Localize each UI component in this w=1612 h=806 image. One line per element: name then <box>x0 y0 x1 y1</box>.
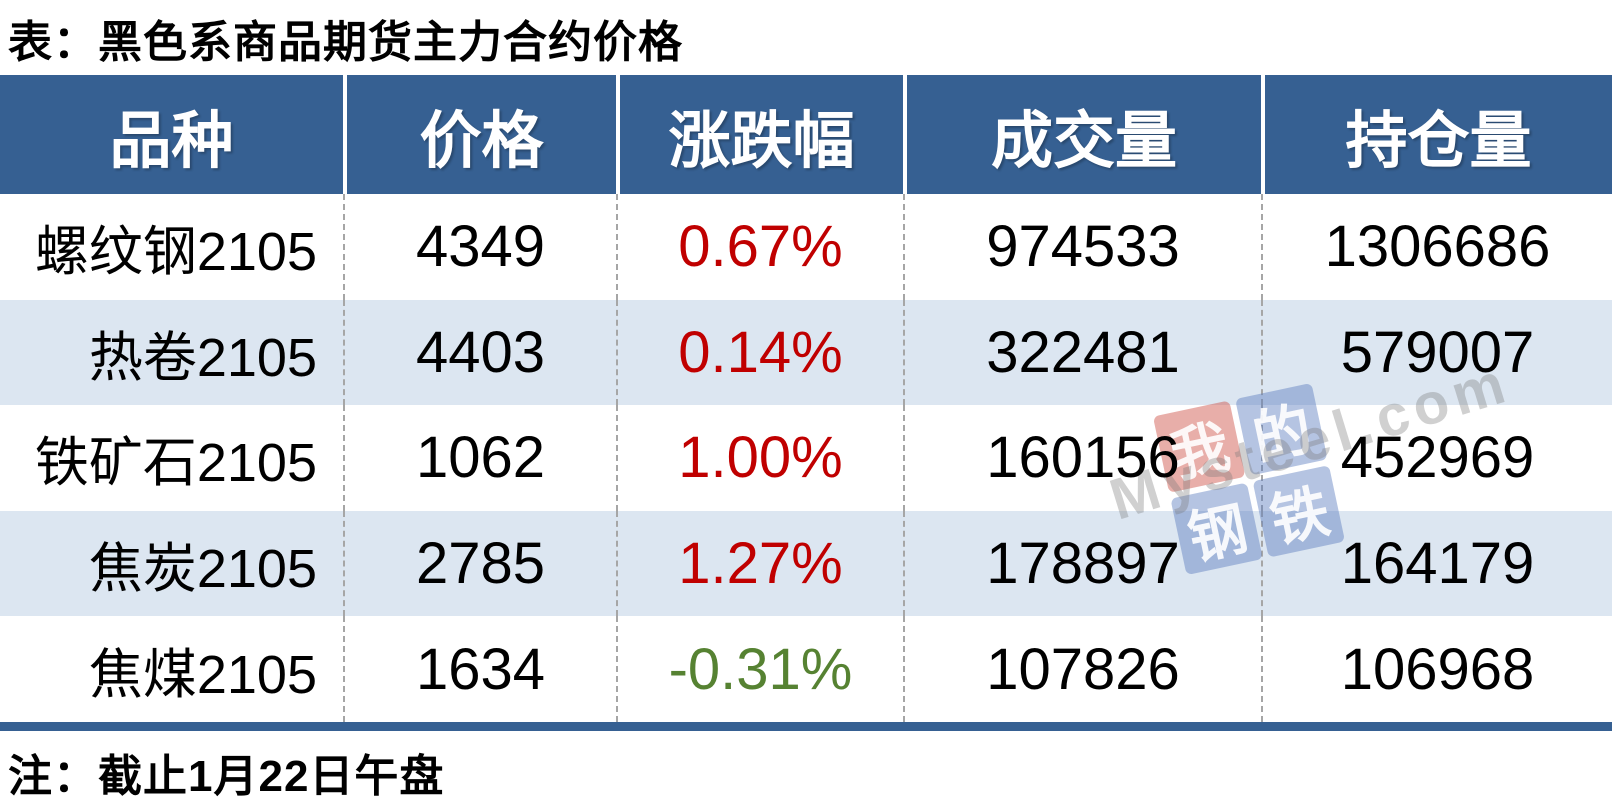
column-header-variety: 品种 <box>109 107 234 176</box>
variety-cell: 铁矿石2105 <box>34 433 317 494</box>
column-header-volume: 成交量 <box>903 75 1261 194</box>
footnote: 注：截止1月22日午盘 <box>8 752 445 801</box>
change-cell: 0.14% <box>616 299 903 406</box>
open-interest-cell: 1306686 <box>1261 194 1612 300</box>
futures-table: 品种 价格 涨跌幅 成交量 持仓量 螺纹钢2105 4349 0.67% 974… <box>0 75 1612 722</box>
change-cell: -0.31% <box>616 616 903 722</box>
column-header-price: 价格 <box>343 75 616 194</box>
table-row: 铁矿石2105 1062 1.00% 160156 452969 <box>0 405 1612 511</box>
table-header-row: 品种 价格 涨跌幅 成交量 持仓量 <box>0 75 1612 194</box>
price-cell: 4349 <box>343 194 616 300</box>
open-interest-cell: 164179 <box>1261 510 1612 617</box>
price-cell: 1062 <box>343 405 616 511</box>
price-cell: 1634 <box>343 616 616 722</box>
volume-cell: 974533 <box>903 194 1261 300</box>
table-row: 焦煤2105 1634 -0.31% 107826 106968 <box>0 616 1612 722</box>
variety-cell: 热卷2105 <box>88 327 317 388</box>
change-cell: 1.00% <box>616 405 903 511</box>
variety-cell: 螺纹钢2105 <box>34 222 317 283</box>
page-title: 表：黑色系商品期货主力合约价格 <box>8 18 683 67</box>
open-interest-cell: 106968 <box>1261 616 1612 722</box>
column-header-change: 涨跌幅 <box>616 75 903 194</box>
change-cell: 1.27% <box>616 510 903 617</box>
volume-cell: 160156 <box>903 405 1261 511</box>
price-cell: 2785 <box>343 510 616 617</box>
column-header-open-interest: 持仓量 <box>1261 75 1612 194</box>
table-row: 焦炭2105 2785 1.27% 178897 164179 <box>0 510 1612 617</box>
change-cell: 0.67% <box>616 194 903 300</box>
open-interest-cell: 579007 <box>1261 299 1612 406</box>
volume-cell: 178897 <box>903 510 1261 617</box>
price-cell: 4403 <box>343 299 616 406</box>
table-bottom-border <box>0 722 1612 731</box>
volume-cell: 322481 <box>903 299 1261 406</box>
open-interest-cell: 452969 <box>1261 405 1612 511</box>
variety-cell: 焦炭2105 <box>88 539 317 600</box>
volume-cell: 107826 <box>903 616 1261 722</box>
table-row: 螺纹钢2105 4349 0.67% 974533 1306686 <box>0 194 1612 300</box>
table-row: 热卷2105 4403 0.14% 322481 579007 <box>0 299 1612 406</box>
variety-cell: 焦煤2105 <box>88 644 317 705</box>
